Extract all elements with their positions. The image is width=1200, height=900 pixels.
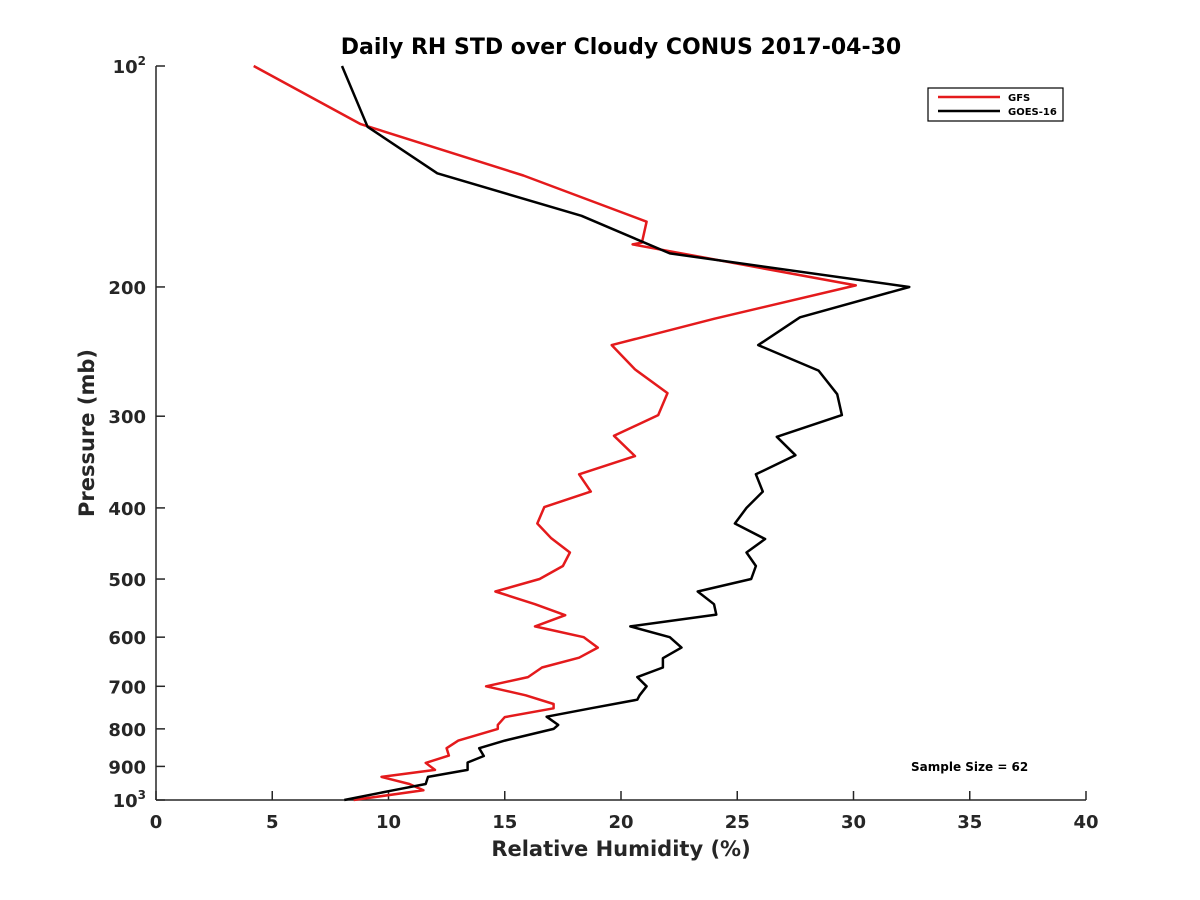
y-tick-label-400: 400	[108, 499, 146, 520]
y-tick-label-800: 800	[108, 720, 146, 741]
legend-label-goes16: GOES-16	[1008, 107, 1057, 118]
y-tick-label-300: 300	[108, 407, 146, 428]
y-tick-label-200: 200	[108, 278, 146, 299]
sample-size-annotation: Sample Size = 62	[911, 760, 1028, 774]
chart-title: Daily RH STD over Cloudy CONUS 2017-04-3…	[341, 35, 901, 60]
x-tick-label-40: 40	[1073, 812, 1098, 833]
legend-box	[927, 87, 1064, 122]
series-line-gfs	[253, 64, 858, 802]
x-tick-label-5: 5	[266, 812, 279, 833]
x-tick-label-35: 35	[957, 812, 982, 833]
y-axis-label: Pressure (mb)	[75, 349, 99, 517]
y-tick-label-500: 500	[108, 570, 146, 591]
y-tick-label-700: 700	[108, 677, 146, 698]
y-tick-label-900: 900	[108, 757, 146, 778]
y-tick-label-1000: 103	[113, 788, 146, 812]
x-tick-label-30: 30	[841, 812, 866, 833]
y-tick-label-600: 600	[108, 628, 146, 649]
series-line-goes16	[340, 65, 911, 802]
x-tick-label-15: 15	[492, 812, 517, 833]
x-tick-label-0: 0	[150, 812, 163, 833]
x-tick-label-25: 25	[725, 812, 750, 833]
x-tick-label-10: 10	[376, 812, 401, 833]
x-tick-label-20: 20	[608, 812, 633, 833]
y-tick-label-100: 102	[113, 54, 146, 78]
legend-label-gfs: GFS	[1008, 93, 1030, 104]
x-axis-label: Relative Humidity (%)	[491, 837, 750, 861]
legend: GFS GOES-16	[927, 87, 1064, 122]
plot-area: 0 5 10 15 20 25 30 35 40 102 200 300 400 500 600 700 800…	[108, 54, 1098, 833]
